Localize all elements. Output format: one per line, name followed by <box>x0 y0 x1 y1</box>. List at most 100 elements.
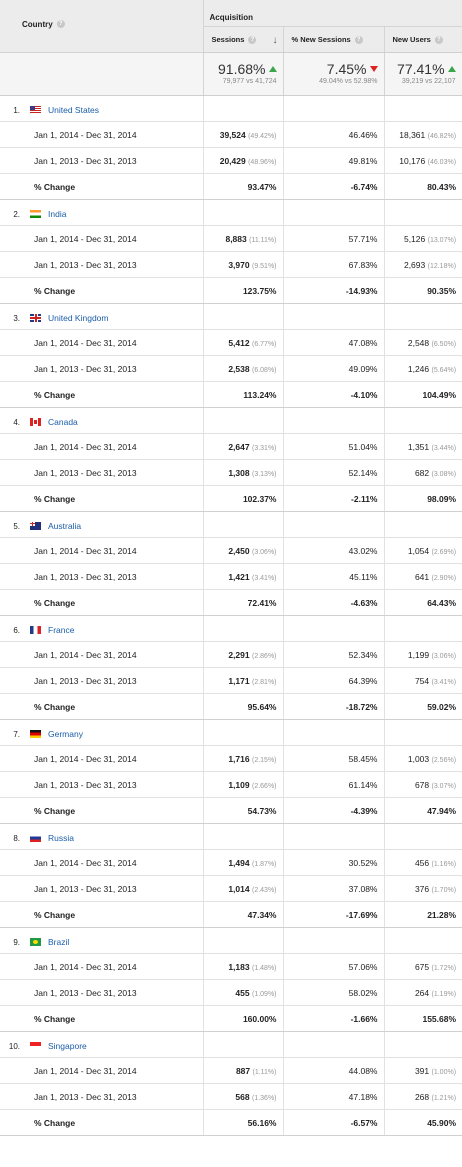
sessions-value: 2,291 <box>228 649 250 660</box>
change-label: % Change <box>0 485 203 512</box>
country-link[interactable]: Brazil <box>48 936 70 947</box>
empty-cell <box>202 511 283 538</box>
country-group-row: 10. Singapore <box>0 1031 462 1058</box>
country-header-label: Country <box>22 19 53 29</box>
empty-cell <box>202 1031 283 1058</box>
empty-cell <box>282 615 384 642</box>
change-label: % Change <box>0 173 203 200</box>
country-group-row: 3. United Kingdom <box>0 303 462 330</box>
help-icon[interactable]: ? <box>354 36 363 44</box>
country-group-row: 4. Canada <box>0 407 462 434</box>
empty-cell <box>282 823 384 850</box>
new-users-cell: 456 (1.16%) <box>383 849 462 876</box>
new-users-cell: 10,176 (46.03%) <box>383 147 462 174</box>
country-link[interactable]: Australia <box>48 520 82 531</box>
sessions-cell: 1,716 (2.15%) <box>202 745 283 772</box>
period-label: Jan 1, 2013 - Dec 31, 2013 <box>0 1083 203 1110</box>
period-label: Jan 1, 2014 - Dec 31, 2014 <box>0 953 203 980</box>
country-link[interactable]: France <box>48 624 75 635</box>
period-row: Jan 1, 2013 - Dec 31, 2013 568 (1.36%) 47.… <box>0 1083 462 1110</box>
new-users-value: 268 <box>414 1091 430 1102</box>
new-users-value: 1,054 <box>407 545 430 556</box>
totals-new-sessions-value: 7.45% <box>326 61 367 77</box>
sessions-percent: (6.77%) <box>251 340 277 348</box>
country-link[interactable]: Russia <box>48 832 74 843</box>
new-sessions-change: -1.66% <box>282 1005 384 1032</box>
new-sessions-change: -17.69% <box>282 901 384 928</box>
sessions-change: 113.24% <box>202 381 283 408</box>
country-link[interactable]: Singapore <box>48 1040 87 1051</box>
row-number: 5. <box>13 521 20 531</box>
new-sessions-column-header[interactable]: % New Sessions? <box>283 26 385 53</box>
empty-cell <box>383 95 462 122</box>
country-link[interactable]: India <box>48 208 67 219</box>
new-users-cell: 682 (3.08%) <box>383 459 462 486</box>
new-users-value: 682 <box>414 467 430 478</box>
empty-cell <box>383 1031 462 1058</box>
period-row: Jan 1, 2013 - Dec 31, 2013 1,421 (3.41%) 4… <box>0 563 462 590</box>
sessions-cell: 2,450 (3.06%) <box>202 537 283 564</box>
help-icon[interactable]: ? <box>434 36 443 44</box>
new-users-column-header[interactable]: New Users? <box>384 26 462 53</box>
sessions-percent: (3.13%) <box>251 470 277 478</box>
sessions-cell: 3,970 (9.51%) <box>202 251 283 278</box>
sessions-value: 1,308 <box>228 467 250 478</box>
new-users-value: 641 <box>414 571 430 582</box>
new-users-cell: 675 (1.72%) <box>383 953 462 980</box>
sort-descending-icon[interactable]: ↓ <box>272 35 278 46</box>
country-link[interactable]: United Kingdom <box>48 312 109 323</box>
flag-in-icon <box>30 209 41 218</box>
sessions-cell: 2,538 (6.08%) <box>202 355 283 382</box>
totals-new-users-sub: 39,219 vs 22,107 <box>401 78 456 85</box>
period-label: Jan 1, 2013 - Dec 31, 2013 <box>0 459 203 486</box>
new-users-change: 80.43% <box>383 173 462 200</box>
sessions-cell: 887 (1.11%) <box>202 1057 283 1084</box>
empty-cell <box>282 95 384 122</box>
totals-new-users: 77.41% 39,219 vs 22,107 <box>384 52 462 96</box>
period-row: Jan 1, 2013 - Dec 31, 2013 3,970 (9.51%) 6… <box>0 251 462 278</box>
new-users-percent: (46.03%) <box>427 158 457 166</box>
totals-sessions-sub: 79,977 vs 41,724 <box>222 78 277 85</box>
sessions-column-header[interactable]: Sessions? ↓ <box>203 26 284 53</box>
sessions-cell: 2,291 (2.86%) <box>202 641 283 668</box>
new-sessions-value: 67.83% <box>282 251 384 278</box>
country-link[interactable]: Germany <box>48 728 83 739</box>
new-sessions-change: -4.10% <box>282 381 384 408</box>
new-users-percent: (1.21%) <box>431 1094 457 1102</box>
country-column-header[interactable]: Country? <box>0 0 204 53</box>
change-row: % Change 93.47% -6.74% 80.43% <box>0 173 462 200</box>
help-icon[interactable]: ? <box>56 20 65 29</box>
new-users-change: 98.09% <box>383 485 462 512</box>
row-number: 1. <box>13 105 20 115</box>
new-users-cell: 1,003 (2.56%) <box>383 745 462 772</box>
country-report-table: Country? Acquisition Sessions? ↓ % New S… <box>0 0 462 1136</box>
country-link[interactable]: Canada <box>48 416 78 427</box>
period-label: Jan 1, 2014 - Dec 31, 2014 <box>0 745 203 772</box>
period-row: Jan 1, 2014 - Dec 31, 2014 1,183 (1.48%) 5… <box>0 953 462 980</box>
sessions-change: 47.34% <box>202 901 283 928</box>
sessions-percent: (2.66%) <box>251 782 277 790</box>
period-row: Jan 1, 2014 - Dec 31, 2014 1,494 (1.87%) 3… <box>0 849 462 876</box>
sessions-value: 1,421 <box>228 571 250 582</box>
flag-de-icon <box>30 729 41 738</box>
sessions-value: 887 <box>235 1065 251 1076</box>
new-users-percent: (2.90%) <box>431 574 457 582</box>
trend-up-icon <box>447 66 456 72</box>
country-group-row: 5. Australia <box>0 511 462 538</box>
sessions-cell: 2,647 (3.31%) <box>202 433 283 460</box>
country-link[interactable]: United States <box>48 104 100 115</box>
help-icon[interactable]: ? <box>248 36 257 44</box>
country-cell: 2. India <box>0 199 204 226</box>
new-sessions-change: -4.39% <box>282 797 384 824</box>
flag-fr-icon <box>30 625 41 634</box>
new-users-percent: (5.64%) <box>431 366 457 374</box>
country-cell: 5. Australia <box>0 511 204 538</box>
new-users-cell: 5,126 (13.07%) <box>383 225 462 252</box>
empty-cell <box>282 719 384 746</box>
sessions-change: 54.73% <box>202 797 283 824</box>
sessions-value: 3,970 <box>228 259 250 270</box>
new-sessions-value: 51.04% <box>282 433 384 460</box>
period-label: Jan 1, 2014 - Dec 31, 2014 <box>0 641 203 668</box>
change-row: % Change 113.24% -4.10% 104.49% <box>0 381 462 408</box>
sessions-change: 95.64% <box>202 693 283 720</box>
